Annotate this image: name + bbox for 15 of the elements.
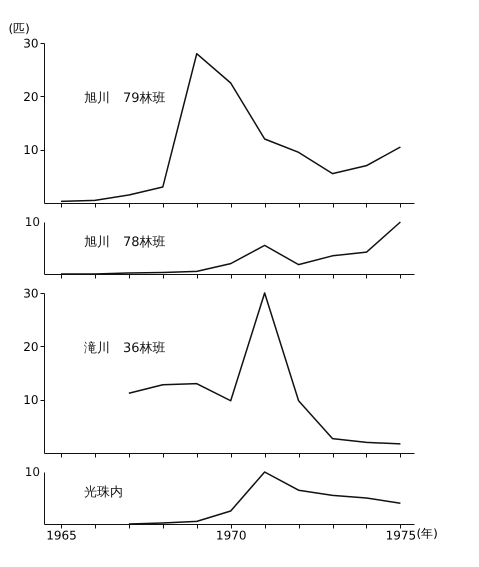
y-axis-title: (匹)	[8, 22, 30, 36]
x-tick-label: 1975	[386, 528, 416, 542]
annotation: 滝川 36林班	[84, 341, 166, 356]
y-tick-label: 10	[23, 393, 38, 408]
x-tick-label: 1970	[216, 528, 246, 542]
y-tick-label: 20	[23, 340, 38, 354]
y-tick-label: 30	[23, 286, 38, 300]
annotation: 旭川 78林班	[84, 235, 166, 250]
x-tick-label: 1965	[46, 528, 77, 542]
annotation: 光珠内	[84, 485, 123, 500]
x-axis-title: (年)	[416, 526, 438, 540]
y-tick-label: 10	[23, 143, 38, 158]
y-tick-label: 20	[23, 90, 38, 104]
y-tick-label: 30	[23, 36, 38, 50]
annotation: 旭川 79林班	[84, 91, 166, 106]
